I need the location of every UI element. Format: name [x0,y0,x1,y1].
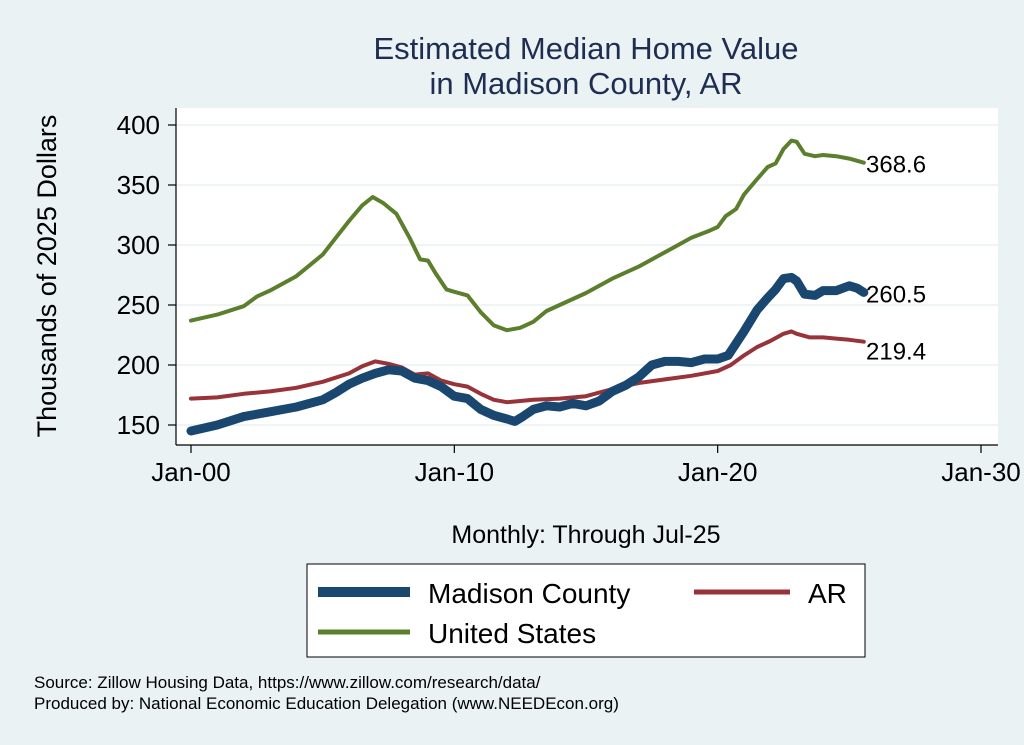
producer-note: Produced by: National Economic Education… [34,694,619,713]
end-labels: 368.6 219.4 260.5 [866,152,926,366]
series-line-madison-county [186,272,869,436]
series-layer [186,138,869,436]
source-note: Source: Zillow Housing Data, https://www… [34,673,541,692]
end-label-united-states: 368.6 [866,152,926,179]
chart-title-line-2: in Madison County, AR [429,66,742,101]
series-line-united-states [189,138,866,333]
gridlines [176,124,998,426]
y-tick-label-150: 150 [117,410,160,440]
legend-label-madison-county: Madison County [428,578,630,609]
x-tick-label-jan-30: Jan-30 [941,457,1021,487]
y-tick-label-350: 350 [117,170,160,200]
x-tick-label-jan-10: Jan-10 [415,457,495,487]
x-axis-title: Monthly: Through Jul-25 [451,521,720,549]
series-line-ar [189,329,866,405]
chart-title-line-1: Estimated Median Home Value [373,31,798,66]
legend-box [306,563,866,658]
legend: Madison County AR United States [306,563,866,658]
plot-area [176,108,998,445]
end-label-madison-county: 260.5 [866,281,926,308]
x-tick-label-jan-00: Jan-00 [151,457,231,487]
y-tick-label-250: 250 [117,290,160,320]
y-axis-title: Thousands of 2025 Dollars [32,115,62,438]
legend-label-united-states: United States [428,618,596,649]
x-tick-label-jan-20: Jan-20 [678,457,758,487]
y-axis-ticks: 150 200 250 300 350 400 [117,110,176,440]
y-tick-label-200: 200 [117,350,160,380]
y-tick-label-400: 400 [117,110,160,140]
end-label-ar: 219.4 [866,339,926,366]
legend-label-ar: AR [808,578,847,609]
chart-footer: Source: Zillow Housing Data, https://www… [34,672,619,714]
x-axis-ticks: Jan-00 Jan-10 Jan-20 Jan-30 [151,445,1021,487]
y-tick-label-300: 300 [117,230,160,260]
